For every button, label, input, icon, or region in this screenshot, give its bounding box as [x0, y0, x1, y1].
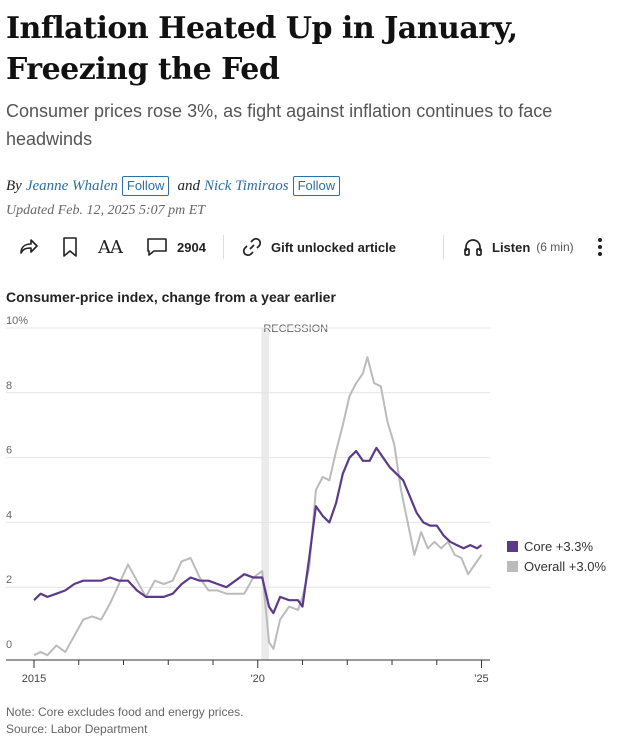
recession-band: [261, 328, 269, 660]
updated-timestamp: Updated Feb. 12, 2025 5:07 pm ET: [6, 203, 206, 218]
y-tick-label: 8: [6, 380, 12, 392]
and-label: and: [177, 177, 200, 194]
share-icon: [20, 239, 38, 254]
chart-footnotes: Note: Core excludes food and energy pric…: [6, 704, 243, 738]
toolbar-divider: [223, 235, 224, 259]
headline: Inflation Heated Up in January, Freezing…: [6, 8, 616, 90]
bookmark-icon: [63, 237, 77, 257]
series-line-overall: [33, 356, 483, 657]
chart-source: Source: Labor Department: [6, 722, 148, 736]
legend-item-core: Core +3.3%: [507, 536, 606, 556]
x-tick-label: '25: [474, 673, 488, 685]
gift-article-button[interactable]: Gift unlocked article: [241, 231, 396, 263]
headphones-icon: [464, 239, 482, 256]
y-tick-label: 0: [6, 639, 12, 651]
bookmark-button[interactable]: [61, 231, 79, 263]
text-size-button[interactable]: AA: [98, 231, 123, 263]
chart-title: Consumer-price index, change from a year…: [6, 289, 336, 305]
series-line-core: [33, 446, 483, 615]
listen-button[interactable]: Listen (6 min): [463, 231, 574, 263]
headline-line-2: Freezing the Fed: [6, 52, 280, 87]
article-dek: Consumer prices rose 3%, as fight agains…: [6, 101, 553, 149]
inflation-line-chart: RECESSION 10% 8 6 4 2 0 2015 '20 '25: [6, 315, 490, 685]
more-options-button[interactable]: [596, 231, 604, 263]
follow-button-jeanne-whalen[interactable]: Follow: [121, 176, 170, 196]
x-tick-label: 2015: [22, 673, 46, 685]
author-nick-timiraos[interactable]: Nick Timiraos: [203, 177, 289, 194]
byline: By Jeanne Whalen Follow and Nick Timirao…: [6, 176, 341, 196]
more-vertical-icon: [598, 238, 602, 256]
text-size-icon: AA: [98, 236, 123, 258]
link-icon: [242, 237, 262, 257]
article-toolbar: AA 2904 Gift unlocked article Listen (6 …: [0, 231, 628, 263]
legend-swatch-core: [507, 540, 518, 552]
comment-icon: [147, 238, 167, 256]
y-tick-label: 4: [6, 509, 12, 521]
listen-duration: (6 min): [536, 240, 574, 254]
chart-legend: Core +3.3% Overall +3.0%: [507, 536, 606, 576]
listen-label: Listen: [492, 239, 531, 255]
chart-note: Note: Core excludes food and energy pric…: [6, 705, 244, 719]
y-tick-label: 6: [6, 445, 12, 457]
legend-label-overall: Overall +3.0%: [524, 558, 607, 574]
y-tick-label: 10%: [6, 315, 28, 327]
headline-line-1: Inflation Heated Up in January,: [6, 11, 518, 46]
x-tick-label: '20: [251, 673, 265, 685]
share-button[interactable]: [18, 231, 40, 263]
legend-label-core: Core +3.3%: [524, 538, 594, 554]
gift-article-label: Gift unlocked article: [271, 239, 396, 255]
legend-swatch-overall: [507, 560, 518, 572]
follow-button-nick-timiraos[interactable]: Follow: [292, 176, 341, 196]
by-label: By: [6, 177, 22, 194]
comments-button[interactable]: 2904: [146, 231, 206, 263]
legend-item-overall: Overall +3.0%: [507, 556, 606, 576]
y-tick-label: 2: [6, 574, 12, 586]
comments-count: 2904: [177, 239, 206, 255]
toolbar-divider: [443, 235, 444, 259]
author-jeanne-whalen[interactable]: Jeanne Whalen: [25, 177, 118, 194]
recession-label: RECESSION: [263, 323, 328, 335]
